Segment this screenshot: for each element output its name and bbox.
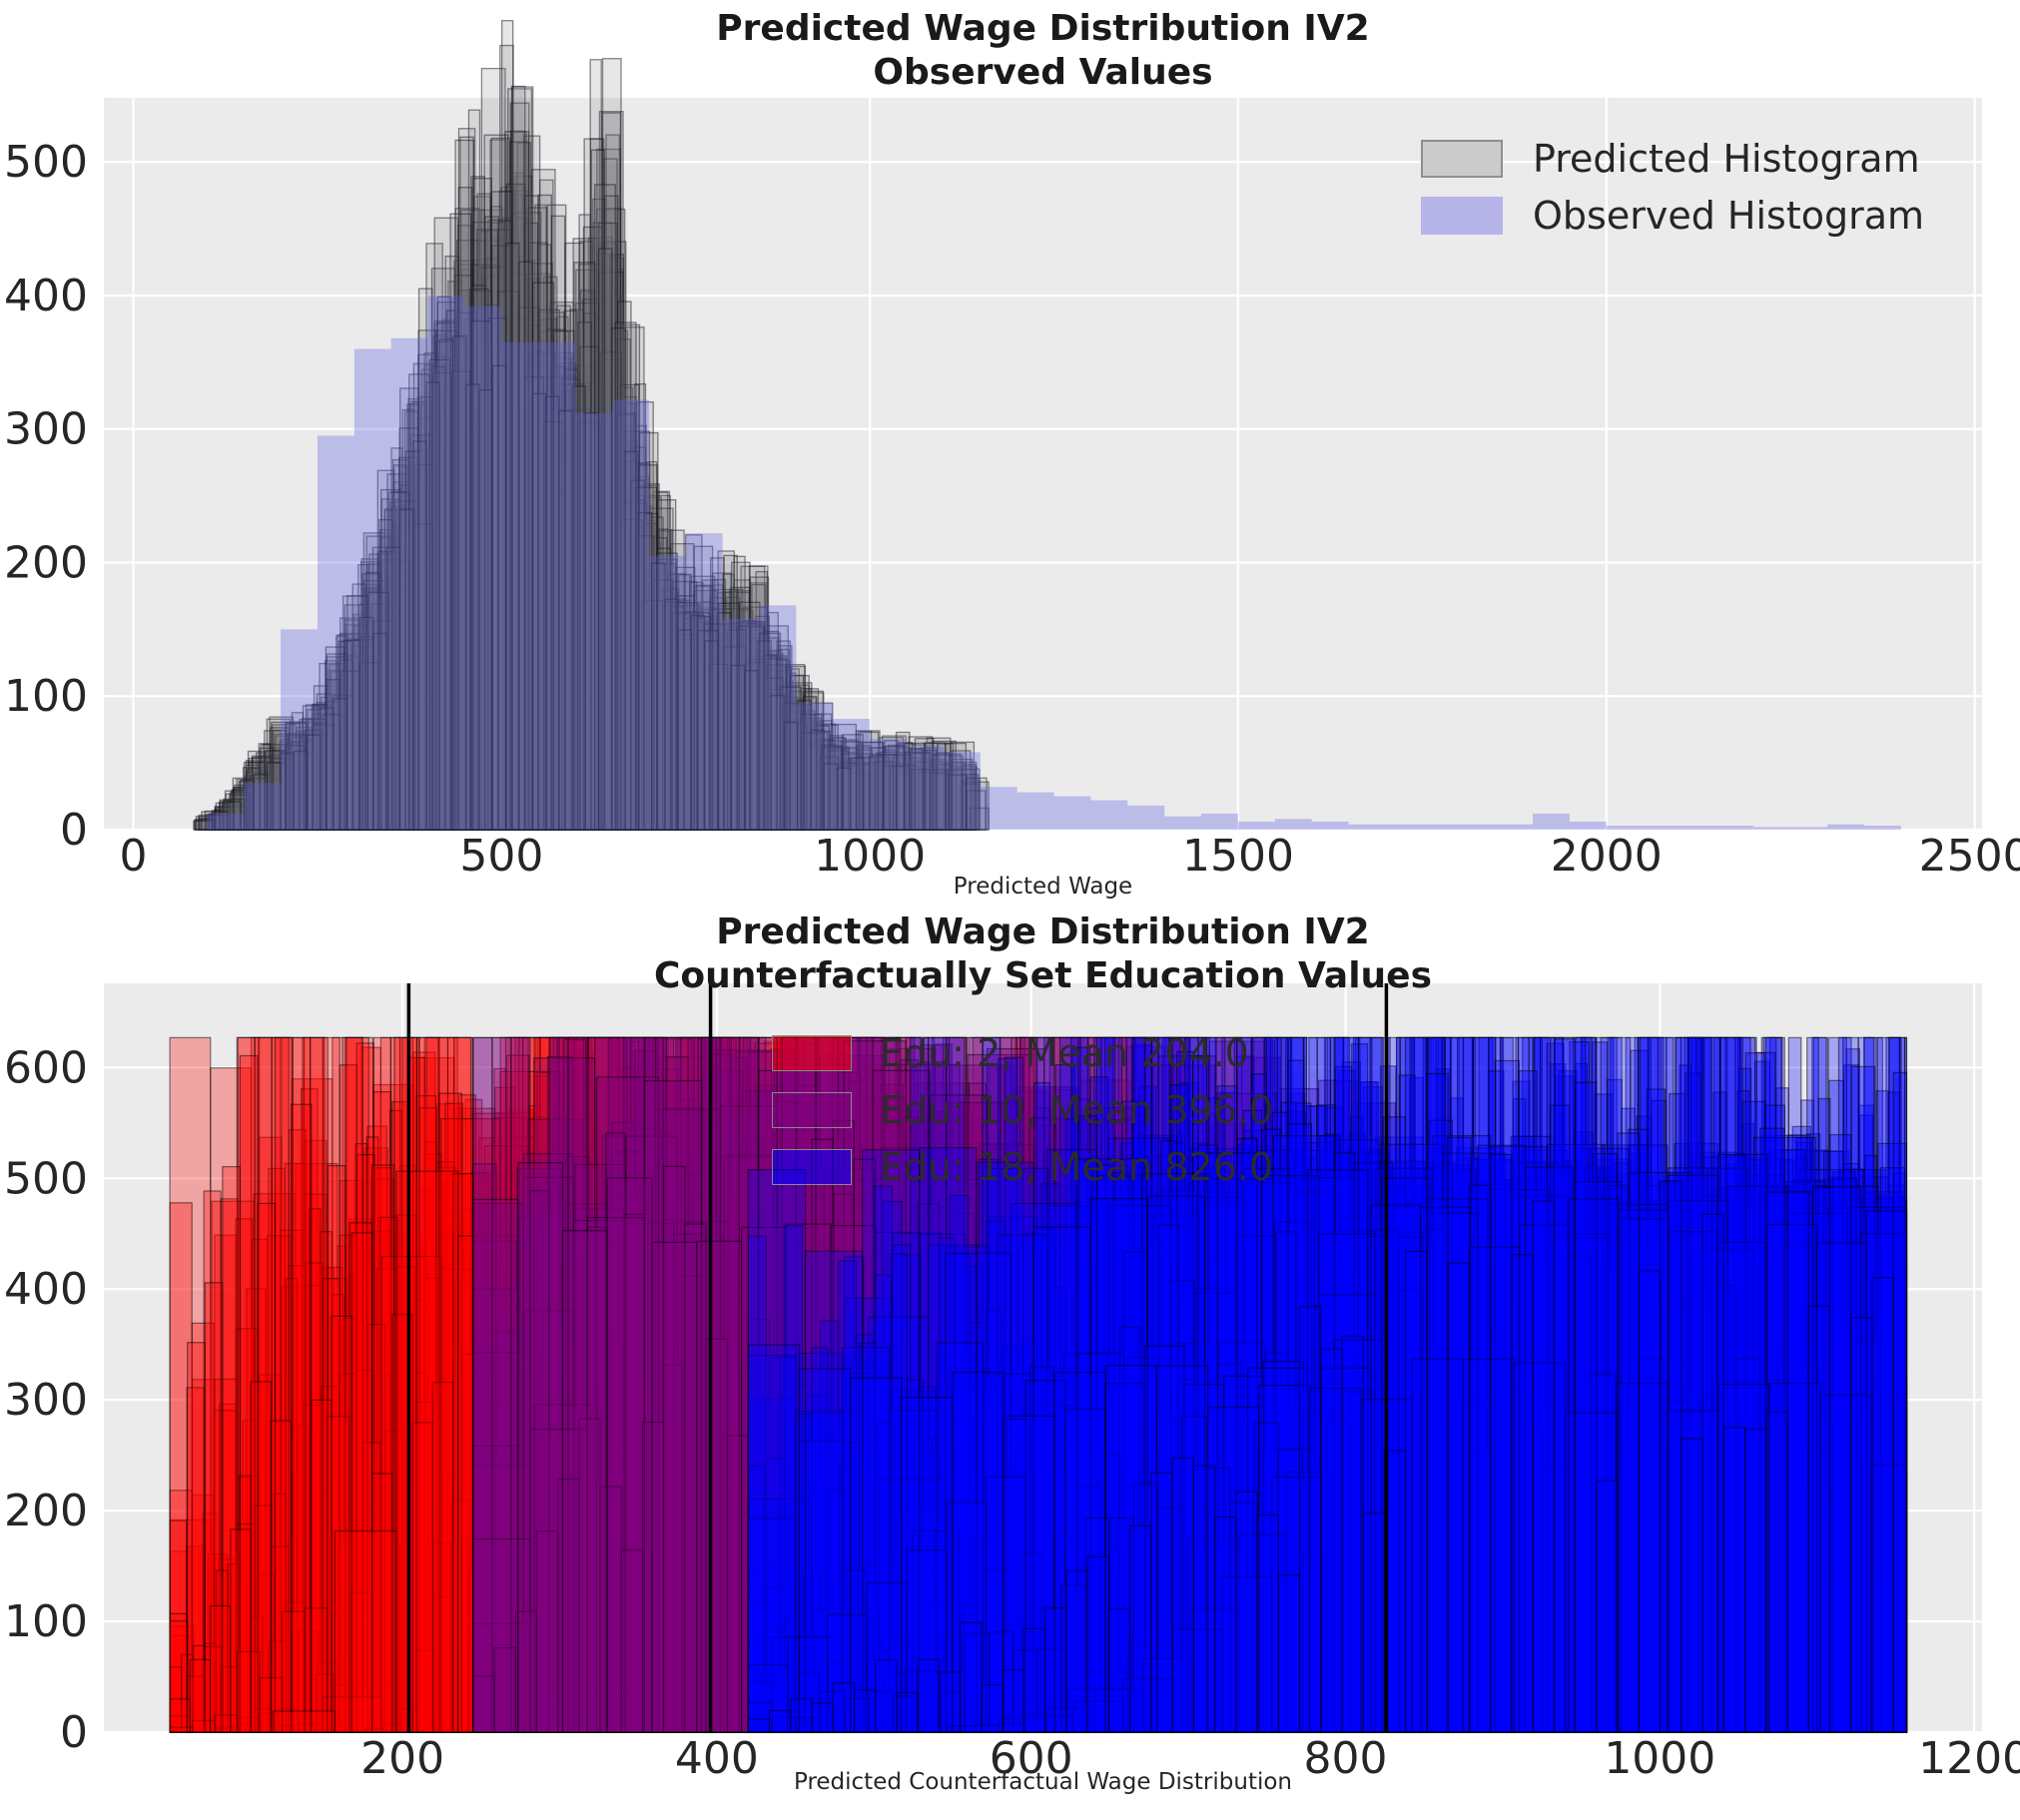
observed-histogram-label: Observed Histogram — [1533, 193, 1925, 238]
chart1-y-tick-label: 500 — [4, 137, 88, 188]
chart2-y-tick-label: 100 — [4, 1596, 88, 1647]
chart1-y-tick-label: 0 — [60, 805, 88, 856]
chart1-y-tick-label: 400 — [4, 271, 88, 321]
edu2-label: Edu: 2, Mean 204.0 — [880, 1030, 1249, 1075]
chart2-y-tick-label: 600 — [4, 1042, 88, 1093]
edu2-swatch — [772, 1034, 852, 1071]
chart2-y-tick-label: 0 — [60, 1707, 88, 1758]
chart1-x-tick-label: 500 — [459, 831, 543, 882]
legend-row-edu2: Edu: 2, Mean 204.0 — [772, 1024, 1273, 1081]
chart2-mean-lines — [406, 983, 1389, 1732]
chart2-x-tick-label: 200 — [360, 1733, 444, 1784]
chart1-legend: Predicted Histogram Observed Histogram — [1421, 130, 1924, 244]
legend-row-edu10: Edu: 10, Mean 396.0 — [772, 1081, 1273, 1138]
chart2-y-tick-label: 200 — [4, 1486, 88, 1536]
chart2-y-tick-label: 500 — [4, 1153, 88, 1204]
chart2-title-line2: Counterfactually Set Education Values — [653, 955, 1433, 996]
edu18-swatch — [772, 1148, 852, 1185]
chart1-title-line1: Predicted Wage Distribution IV2 — [716, 8, 1370, 49]
chart1-observed-bars — [207, 295, 1901, 830]
chart2-x-tick-label: 1200 — [1918, 1733, 2020, 1784]
chart1-x-tick-label: 1000 — [814, 831, 926, 882]
legend-row-observed: Observed Histogram — [1421, 187, 1924, 244]
chart2-title-line1: Predicted Wage Distribution IV2 — [716, 911, 1370, 952]
chart1-x-tick-label: 2500 — [1919, 831, 2020, 882]
edu10-label: Edu: 10, Mean 396.0 — [880, 1087, 1274, 1132]
chart2-x-tick-label: 600 — [990, 1733, 1073, 1784]
chart1-y-tick-label: 300 — [4, 404, 88, 455]
legend-row-edu18: Edu: 18, Mean 826.0 — [772, 1138, 1273, 1195]
edu10-swatch — [772, 1091, 852, 1128]
observed-histogram-swatch — [1421, 196, 1503, 235]
chart2-y-tick-label: 300 — [4, 1375, 88, 1426]
chart2-edu-18-bars — [747, 1036, 1908, 1733]
chart1-xlabel: Predicted Wage — [953, 874, 1133, 900]
chart1-x-tick-label: 2000 — [1551, 831, 1663, 882]
predicted-histogram-label: Predicted Histogram — [1533, 136, 1920, 181]
chart2-x-tick-label: 400 — [675, 1733, 759, 1784]
chart1-y-tick-label: 100 — [4, 671, 88, 722]
chart1-y-tick-label: 200 — [4, 537, 88, 588]
predicted-histogram-swatch — [1421, 139, 1503, 178]
legend-row-predicted: Predicted Histogram — [1421, 130, 1924, 187]
edu18-label: Edu: 18, Mean 826.0 — [880, 1144, 1274, 1189]
chart1-title-line2: Observed Values — [873, 52, 1213, 93]
chart2-x-tick-label: 1000 — [1604, 1733, 1715, 1784]
chart1-x-tick-label: 1500 — [1182, 831, 1294, 882]
chart2-y-tick-label: 400 — [4, 1264, 88, 1315]
chart1-predicted-bars — [193, 20, 990, 831]
chart2-x-tick-label: 800 — [1304, 1733, 1388, 1784]
chart1-x-tick-label: 0 — [120, 831, 148, 882]
chart2-legend: Edu: 2, Mean 204.0 Edu: 10, Mean 396.0 E… — [772, 1024, 1273, 1195]
chart2-xlabel: Predicted Counterfactual Wage Distributi… — [793, 1769, 1293, 1795]
